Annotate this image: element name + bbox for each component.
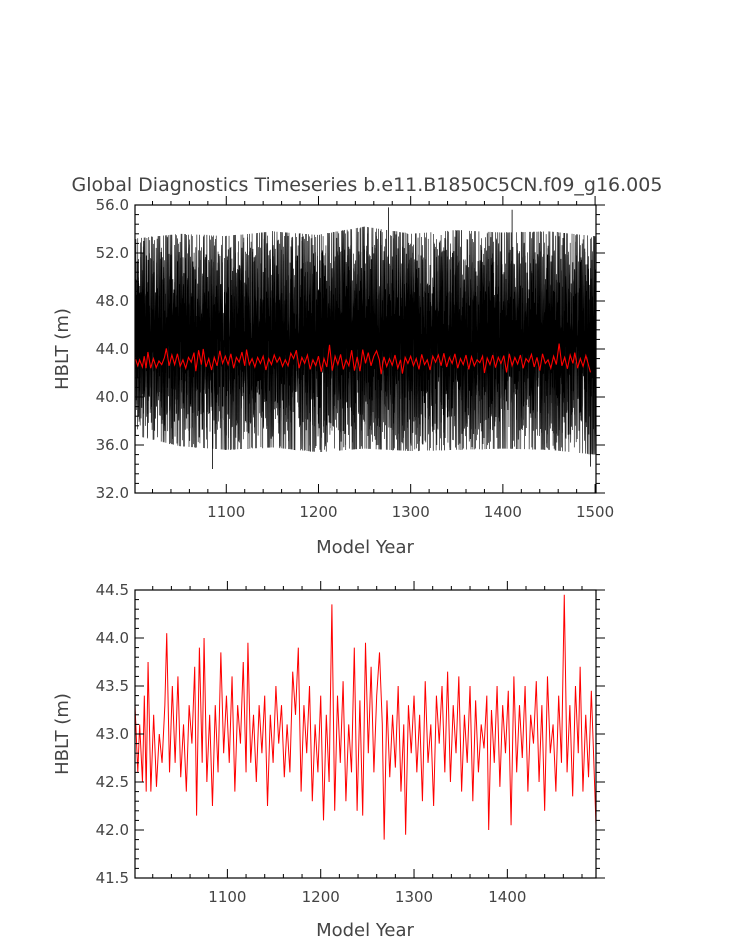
p1-ticks: 1100 1200 1300 1400 1500 32.0 36.0 40.0 44.0 48.0… bbox=[96, 196, 614, 521]
p2-y-tick-label: 43.5 bbox=[96, 677, 129, 695]
p1-x-tick-label: 1100 bbox=[207, 503, 245, 521]
p2-y-tick-label: 44.5 bbox=[96, 581, 129, 599]
p1-y-tick-label: 36.0 bbox=[96, 436, 129, 454]
p1-y-tick-label: 52.0 bbox=[96, 244, 129, 262]
p1-monthly-line bbox=[134, 226, 597, 455]
p2-y-tick-label: 42.0 bbox=[96, 821, 129, 839]
p2-y-tick-label: 44.0 bbox=[96, 629, 129, 647]
p1-y-tick-label: 32.0 bbox=[96, 484, 129, 502]
p1-x-tick-label: 1200 bbox=[299, 503, 337, 521]
p2-series-layer bbox=[134, 594, 597, 840]
p1-x-tick-label: 1500 bbox=[576, 503, 614, 521]
p1-y-tick-label: 44.0 bbox=[96, 340, 129, 358]
p2-x-axis-label: Model Year bbox=[316, 920, 414, 941]
p2-ticks: 1100 1200 1300 1400 41.5 42.0 42.5 43.0 43.5 44.0… bbox=[96, 581, 605, 906]
p1-annual-line bbox=[134, 343, 592, 375]
annual-panel: 1100 1200 1300 1400 41.5 42.0 42.5 43.0 43.5 44.0… bbox=[52, 581, 605, 941]
monthly-annual-panel: 1100 1200 1300 1400 1500 32.0 36.0 40.0 44.0 48.0… bbox=[52, 196, 614, 558]
p2-x-tick-label: 1200 bbox=[302, 888, 340, 906]
p2-annual-line bbox=[134, 594, 597, 840]
p1-y-axis-label: HBLT (m) bbox=[52, 308, 73, 390]
p1-series-layer bbox=[134, 207, 597, 469]
p2-y-tick-label: 43.0 bbox=[96, 725, 129, 743]
p1-x-tick-label: 1400 bbox=[484, 503, 522, 521]
p2-y-axis-label: HBLT (m) bbox=[52, 693, 73, 775]
p2-x-tick-label: 1300 bbox=[395, 888, 433, 906]
chart-title: Global Diagnostics Timeseries b.e11.B185… bbox=[72, 174, 663, 196]
p1-y-tick-label: 56.0 bbox=[96, 196, 129, 214]
p2-y-tick-label: 42.5 bbox=[96, 773, 129, 791]
p1-x-axis-label: Model Year bbox=[316, 537, 414, 558]
p1-y-tick-label: 40.0 bbox=[96, 388, 129, 406]
p1-x-tick-label: 1300 bbox=[392, 503, 430, 521]
p2-x-tick-label: 1100 bbox=[208, 888, 246, 906]
p2-x-tick-label: 1400 bbox=[488, 888, 526, 906]
p1-y-tick-label: 48.0 bbox=[96, 292, 129, 310]
p2-y-tick-label: 41.5 bbox=[96, 869, 129, 887]
